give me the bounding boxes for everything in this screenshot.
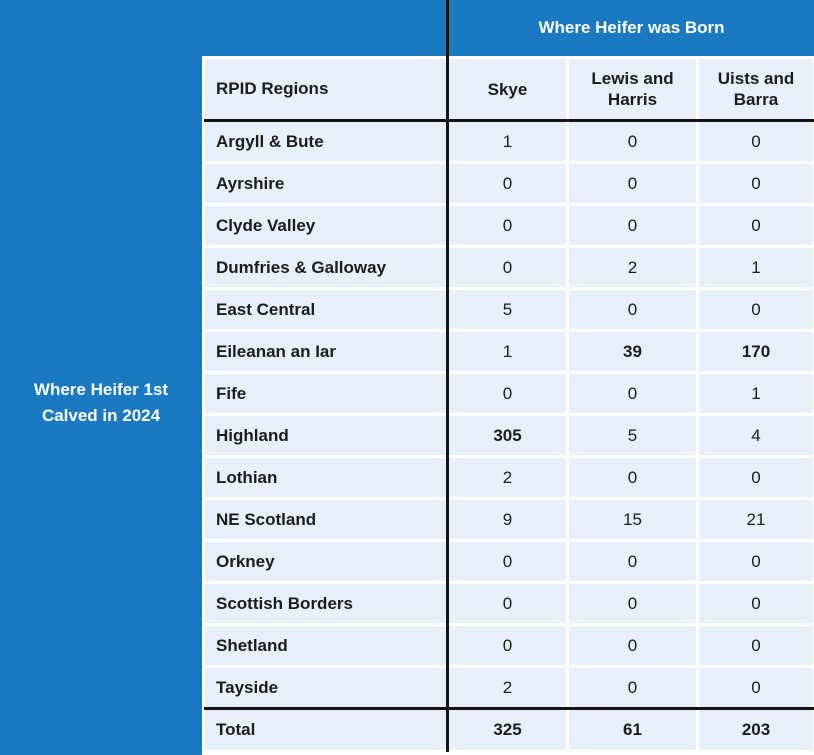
value-cell: 1 [449,332,566,371]
column-header-skye: Skye [449,59,566,119]
column-header-lewis-harris: Lewis and Harris [569,59,696,119]
header-divider [204,119,814,122]
value-cell: 0 [699,584,813,623]
row-label: Scottish Borders [205,584,446,623]
value-cell: 0 [569,164,696,203]
value-cell: 2 [449,458,566,497]
column-header-uists-barra: Uists and Barra [699,59,813,119]
value-cell: 0 [699,122,813,161]
value-cell: 4 [699,416,813,455]
value-cell: 0 [699,626,813,665]
value-cell: 305 [449,416,566,455]
value-cell: 0 [569,668,696,707]
value-cell: 170 [699,332,813,371]
value-cell: 203 [699,710,813,750]
value-cell: 15 [569,500,696,539]
row-group-title-line2: Calved in 2024 [41,406,161,425]
row-label: Argyll & Bute [205,122,446,161]
value-cell: 0 [569,290,696,329]
value-cell: 21 [699,500,813,539]
value-cell: 0 [449,584,566,623]
value-cell: 0 [569,206,696,245]
row-label: Tayside [205,668,446,707]
row-label: Total [205,710,446,750]
value-cell: 0 [569,458,696,497]
row-group-title: Where Heifer 1st Calved in 2024 [0,377,202,429]
value-cell: 5 [449,290,566,329]
value-cell: 0 [569,542,696,581]
value-cell: 0 [449,206,566,245]
vertical-divider [446,0,449,752]
value-cell: 5 [569,416,696,455]
value-cell: 325 [449,710,566,750]
row-label: Shetland [205,626,446,665]
row-label: Lothian [205,458,446,497]
value-cell: 0 [449,374,566,413]
value-cell: 0 [699,458,813,497]
value-cell: 0 [699,206,813,245]
data-table: RPID Regions Skye Lewis and Harris Uists… [205,59,813,750]
value-cell: 0 [569,626,696,665]
row-label: East Central [205,290,446,329]
row-label: Dumfries & Galloway [205,248,446,287]
value-cell: 2 [449,668,566,707]
value-cell: 39 [569,332,696,371]
row-label: NE Scotland [205,500,446,539]
value-cell: 0 [449,248,566,287]
value-cell: 0 [699,164,813,203]
value-cell: 1 [699,248,813,287]
value-cell: 9 [449,500,566,539]
value-cell: 0 [699,290,813,329]
row-label: Clyde Valley [205,206,446,245]
value-cell: 0 [449,164,566,203]
value-cell: 0 [569,584,696,623]
value-cell: 2 [569,248,696,287]
value-cell: 0 [569,374,696,413]
value-cell: 0 [699,668,813,707]
row-label: Fife [205,374,446,413]
row-label: Orkney [205,542,446,581]
value-cell: 0 [449,542,566,581]
value-cell: 1 [699,374,813,413]
value-cell: 0 [449,626,566,665]
corner-header-rpid-regions: RPID Regions [205,59,446,119]
column-group-title: Where Heifer was Born [538,18,725,37]
value-cell: 1 [449,122,566,161]
total-divider [204,707,814,710]
value-cell: 0 [569,122,696,161]
row-group-title-line1: Where Heifer 1st [33,380,169,399]
value-cell: 0 [699,542,813,581]
value-cell: 61 [569,710,696,750]
row-label: Highland [205,416,446,455]
row-label: Ayrshire [205,164,446,203]
row-label: Eileanan an Iar [205,332,446,371]
left-banner [0,0,202,755]
